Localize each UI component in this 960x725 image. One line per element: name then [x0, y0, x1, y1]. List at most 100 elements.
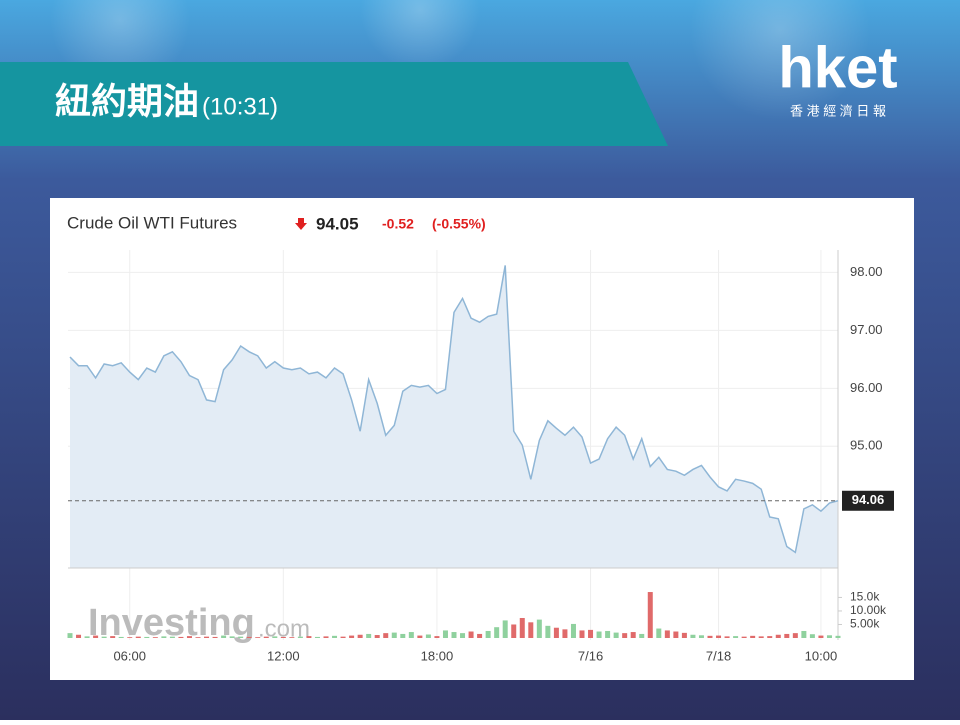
- watermark-suffix: .com: [258, 615, 310, 642]
- price-line: [69, 265, 839, 554]
- volume-bar: [826, 635, 832, 638]
- volume-bar: [784, 633, 790, 638]
- volume-bar: [758, 636, 764, 638]
- volume-bar: [639, 633, 645, 638]
- volume-bar: [494, 627, 500, 638]
- volume-bar: [349, 635, 355, 638]
- x-tick-label: 18:00: [421, 648, 454, 663]
- volume-bar: [809, 634, 815, 638]
- volume-bar: [212, 636, 218, 638]
- volume-bar: [468, 631, 474, 638]
- volume-bar: [272, 636, 278, 638]
- volume-bar: [229, 636, 235, 638]
- volume-bar: [434, 636, 440, 638]
- y-tick-label: 97.00: [850, 322, 883, 337]
- volume-bar: [767, 636, 773, 638]
- volume-bar: [280, 636, 286, 638]
- volume-bar: [186, 636, 192, 638]
- x-tick-label: 7/16: [578, 648, 603, 663]
- volume-bar: [400, 633, 406, 638]
- brand-logo: hket: [778, 35, 897, 100]
- last-price: 94.05: [316, 214, 359, 233]
- volume-bar: [161, 636, 167, 638]
- slide-title: 紐約期油: [55, 81, 199, 122]
- volume-bar: [195, 637, 201, 638]
- volume-bar: [502, 620, 508, 638]
- x-tick-label: 10:00: [805, 648, 838, 663]
- volume-bar: [408, 632, 414, 638]
- volume-bar: [67, 633, 73, 638]
- volume-bar: [391, 632, 397, 638]
- volume-bar: [724, 636, 730, 638]
- price-change-pct: (-0.55%): [432, 216, 486, 232]
- volume-bar: [656, 628, 662, 638]
- x-tick-label: 06:00: [113, 648, 146, 663]
- volume-bar: [366, 633, 372, 638]
- price-area: [70, 265, 838, 568]
- y-tick-label: 98.00: [850, 264, 883, 279]
- volume-bar: [630, 632, 636, 638]
- volume-bar: [536, 619, 542, 638]
- x-tick-label: 7/18: [706, 648, 731, 663]
- y-tick-label: 15.0k: [850, 590, 880, 604]
- last-value-label: 94.06: [852, 492, 885, 507]
- volume-bar: [152, 637, 158, 638]
- volume-bar: [545, 625, 551, 638]
- bokeh: [360, 0, 480, 70]
- volume-bar: [169, 636, 175, 638]
- volume-bar: [93, 635, 99, 638]
- down-arrow: [295, 218, 307, 230]
- y-tick-label: 10.00k: [850, 603, 887, 617]
- volume-bar: [613, 632, 619, 638]
- volume-bar: [801, 630, 807, 638]
- volume-bar: [135, 636, 141, 638]
- x-tick-label: 12:00: [267, 648, 300, 663]
- volume-bar: [588, 629, 594, 638]
- volume-bar: [553, 627, 559, 638]
- volume-bar: [707, 635, 713, 638]
- volume-bar: [681, 632, 687, 638]
- y-tick-label: 95.00: [850, 438, 883, 453]
- volume-bar: [451, 632, 457, 638]
- volume-bar: [460, 633, 466, 638]
- volume-bar: [127, 637, 133, 638]
- volume-bar: [605, 630, 611, 638]
- volume-bar: [118, 636, 124, 638]
- volume-bar: [246, 636, 252, 638]
- volume-bar: [255, 637, 261, 638]
- volume-bar: [357, 634, 363, 638]
- volume-bar: [690, 634, 696, 638]
- volume-bar: [485, 630, 491, 638]
- volume-bar: [76, 634, 82, 638]
- volume-bar: [622, 633, 628, 638]
- volume-bar: [741, 636, 747, 638]
- volume-bar: [374, 635, 380, 638]
- volume-bar: [314, 636, 320, 638]
- y-tick-label: 5.00k: [850, 617, 880, 631]
- volume-bar: [562, 629, 568, 638]
- volume-bar: [306, 636, 312, 638]
- volume-bar: [792, 633, 798, 638]
- volume-bar: [425, 634, 431, 638]
- volume-bar: [289, 637, 295, 638]
- volume-bar: [238, 636, 244, 638]
- volume-bar: [84, 636, 90, 638]
- volume-bar: [263, 636, 269, 638]
- volume-bar: [528, 622, 534, 638]
- volume-bar: [579, 630, 585, 638]
- volume-bar: [750, 635, 756, 638]
- title-banner: [0, 62, 668, 146]
- bokeh: [690, 0, 870, 120]
- volume-bar: [332, 635, 338, 638]
- volume-bar: [698, 635, 704, 638]
- volume-bar: [417, 635, 423, 638]
- volume-bar: [647, 592, 653, 638]
- volume-bar: [383, 633, 389, 638]
- volume-bar: [570, 623, 576, 638]
- volume-bar: [775, 634, 781, 638]
- volume-bar: [664, 630, 670, 638]
- slide-time: (10:31): [202, 93, 278, 120]
- volume-bar: [596, 631, 602, 638]
- volume-bar: [323, 636, 329, 638]
